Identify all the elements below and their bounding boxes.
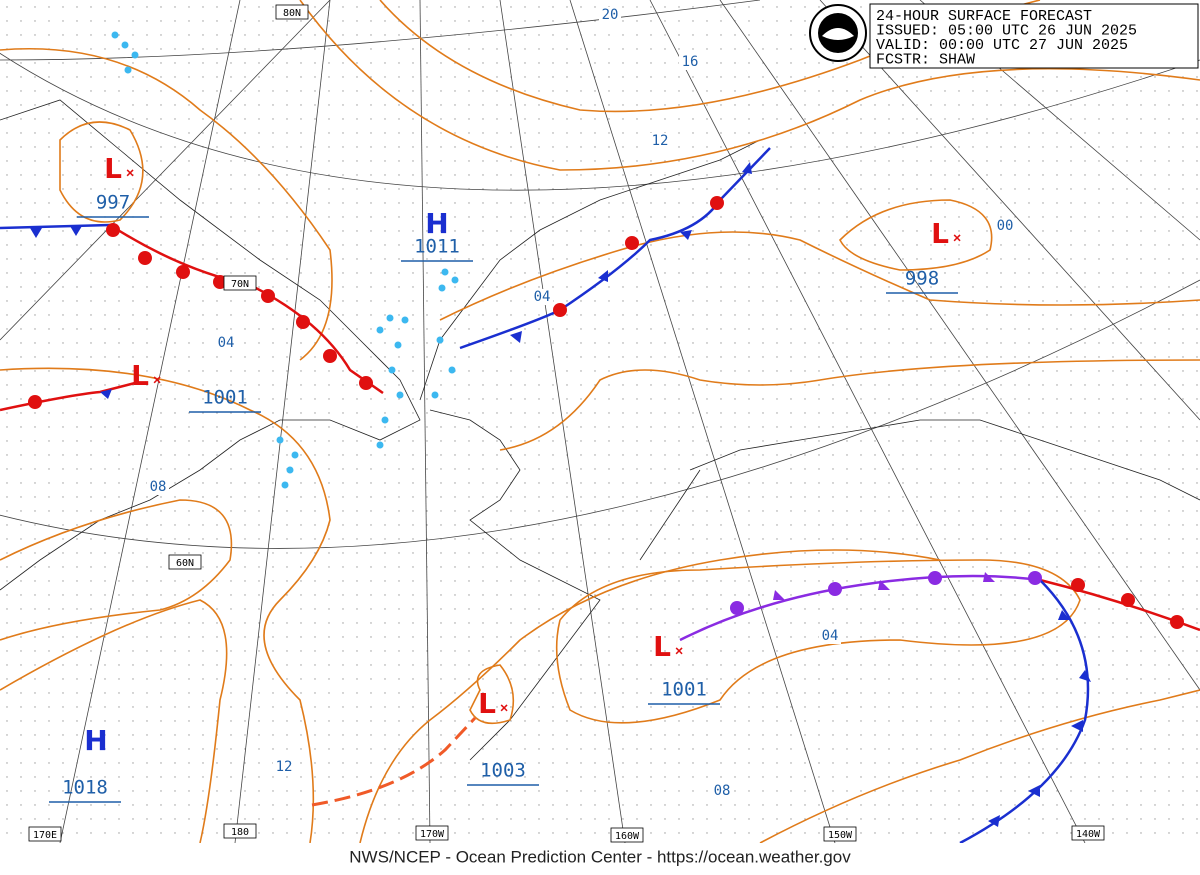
isobar-label-bg bbox=[994, 218, 1016, 234]
grid-label-box bbox=[223, 275, 257, 291]
isobars bbox=[0, 0, 1200, 843]
center-x: × bbox=[153, 372, 161, 388]
grid-label: 150W bbox=[828, 830, 853, 841]
noaa-logo bbox=[809, 4, 867, 62]
isobar-label: 16 bbox=[682, 54, 699, 70]
center-symbol: H bbox=[425, 207, 448, 240]
isobar-label-bg bbox=[599, 7, 621, 23]
center-x: × bbox=[675, 643, 683, 659]
grid-label: 140W bbox=[1076, 829, 1101, 840]
center-pressure: 1011 bbox=[414, 236, 460, 258]
grid-label: 180 bbox=[231, 827, 249, 838]
grid-label: 60N bbox=[176, 558, 194, 569]
grid-label: 170W bbox=[420, 829, 445, 840]
header-line: 24-HOUR SURFACE FORECAST bbox=[876, 8, 1092, 25]
isobar-label: 20 bbox=[602, 7, 619, 23]
isobar-label: 04 bbox=[218, 335, 235, 351]
isobar-label-bg bbox=[819, 628, 841, 644]
grid-label-box bbox=[610, 827, 644, 843]
footer: NWS/NCEP - Ocean Prediction Center - htt… bbox=[349, 847, 851, 866]
isobar-label-bg bbox=[531, 289, 553, 305]
center-symbol: L bbox=[653, 630, 671, 663]
grid-label-box bbox=[1071, 825, 1105, 841]
coastlines bbox=[0, 99, 1200, 761]
isobar-label-bg bbox=[649, 133, 671, 149]
grid-label-box bbox=[28, 826, 62, 842]
isobar-label: 08 bbox=[714, 783, 731, 799]
grid-label: 80N bbox=[283, 8, 301, 19]
center-pressure: 1018 bbox=[62, 777, 108, 799]
footer-band bbox=[0, 843, 1200, 875]
map-background bbox=[0, 0, 1200, 843]
grid-label: 70N bbox=[231, 279, 249, 290]
isobar-label: 04 bbox=[534, 289, 551, 305]
header-line: FCSTR: SHAW bbox=[876, 52, 975, 69]
isobar-label-bg bbox=[215, 335, 237, 351]
isobar-label: 08 bbox=[150, 479, 167, 495]
isobar-label-bg bbox=[711, 783, 733, 799]
center-pressure: 997 bbox=[96, 192, 130, 214]
grid-label-box bbox=[223, 823, 257, 839]
center-pressure: 1001 bbox=[202, 387, 248, 409]
isobar-label: 12 bbox=[276, 759, 293, 775]
center-pressure: 1001 bbox=[661, 679, 707, 701]
grid-label-box bbox=[275, 4, 309, 20]
grid-label: 160W bbox=[615, 831, 640, 842]
center-symbol: L bbox=[131, 359, 149, 392]
center-pressure: 998 bbox=[905, 268, 939, 290]
ice-dots bbox=[111, 31, 459, 489]
isobar-label-bg bbox=[679, 54, 701, 70]
header-line: ISSUED: 05:00 UTC 26 JUN 2025 bbox=[876, 23, 1137, 40]
isobar-label: 12 bbox=[652, 133, 669, 149]
grid-label: 170E bbox=[33, 830, 57, 841]
grid-label-box bbox=[823, 826, 857, 842]
isobar-label: 00 bbox=[997, 218, 1014, 234]
center-x: × bbox=[500, 700, 508, 716]
center-symbol: L bbox=[931, 217, 949, 250]
grid-label-box bbox=[168, 554, 202, 570]
center-symbol: L bbox=[104, 152, 122, 185]
grid-label-box bbox=[415, 825, 449, 841]
center-x: × bbox=[126, 165, 134, 181]
graticule bbox=[0, 0, 1200, 843]
isobar-label-bg bbox=[273, 759, 295, 775]
header-box bbox=[869, 3, 1199, 69]
isobar-label-bg bbox=[147, 479, 169, 495]
isobar-label: 04 bbox=[822, 628, 839, 644]
center-x: × bbox=[953, 230, 961, 246]
center-pressure: 1003 bbox=[480, 760, 526, 782]
header-line: VALID: 00:00 UTC 27 JUN 2025 bbox=[876, 37, 1128, 54]
center-symbol: H bbox=[84, 724, 107, 757]
center-symbol: L bbox=[478, 687, 496, 720]
